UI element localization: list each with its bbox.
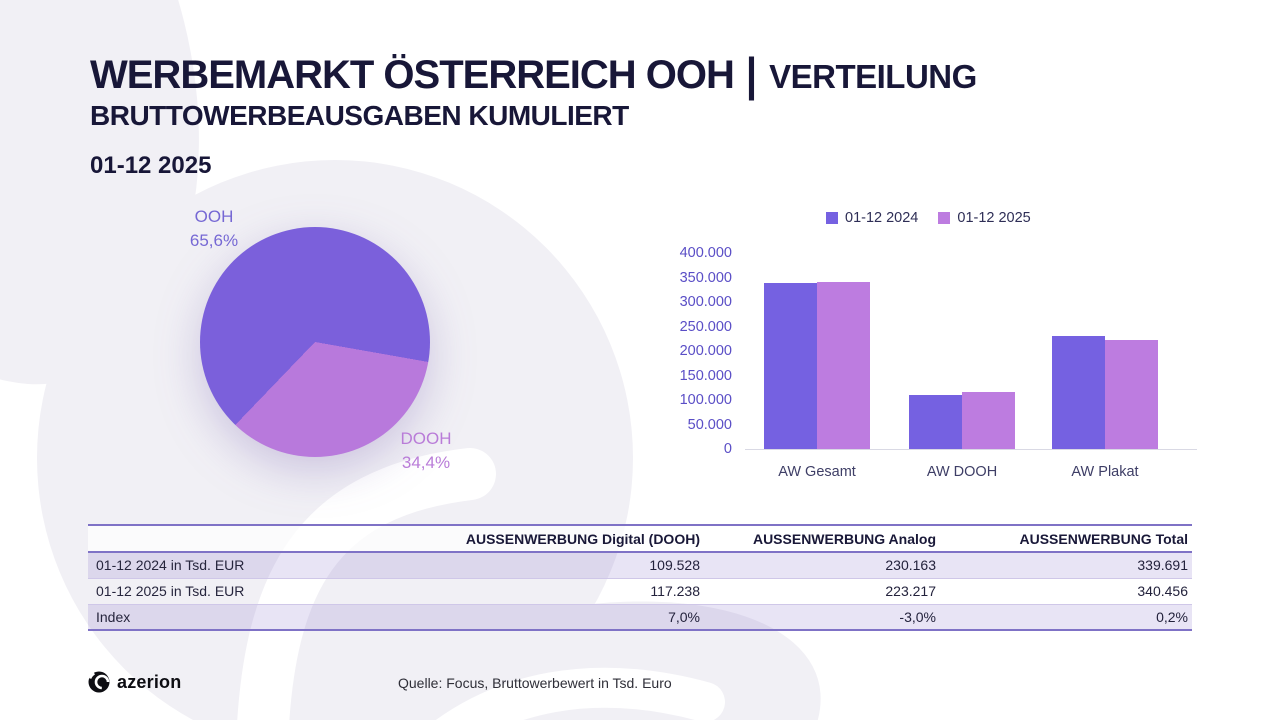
bar-01-122025-aw-gesamt [817,282,870,449]
y-axis-tick-label: 400.000 [679,245,732,261]
table-header-cell: AUSSENWERBUNG Analog [704,525,940,553]
legend-label-2025: 01-12 2025 [957,210,1031,226]
y-axis-tick-label: 350.000 [679,269,732,286]
pie-label-dooh-name: DOOH [400,429,452,448]
table-cell: 340.456 [940,577,1192,604]
table-cell: 109.528 [360,551,704,578]
bar-01-122024-aw-gesamt [764,283,817,449]
table-row-label: 01-12 2025 in Tsd. EUR [88,577,360,604]
y-axis-tick-label: 250.000 [679,318,732,335]
table-row: 01-12 2024 in Tsd. EUR 109.528 230.163 339.… [88,551,1192,578]
y-axis-tick-label: 300.000 [679,294,732,310]
table-row-label: Index [88,603,360,630]
legend-item-2025: 01-12 2025 [938,210,1031,226]
table-header-row: AUSSENWERBUNG Digital (DOOH) AUSSENWERBUN… [88,525,1192,553]
table-row-label: 01-12 2024 in Tsd. EUR [88,551,360,578]
y-axis-tick-label: 150.000 [679,367,732,384]
data-table: AUSSENWERBUNG Digital (DOOH) AUSSENWERBUN… [88,524,1192,631]
y-axis-tick-label: 100.000 [679,392,732,408]
legend-swatch-2025 [938,212,951,224]
table-cell: 230.163 [704,551,940,578]
pie-label-ooh: OOH 65,6% [166,205,262,253]
table-header-cell: AUSSENWERBUNG Digital (DOOH) [360,525,704,553]
pie-chart [200,227,430,457]
bar-01-122024-aw-dooh [909,395,962,449]
table-cell: 0,2% [940,603,1192,630]
bar-01-122025-aw-plakat [1105,340,1158,449]
pie-label-dooh: DOOH 34,4% [378,427,474,475]
x-axis-category-label: AW DOOH [926,464,998,480]
bar-chart-plot: AW Gesamt AW DOOH AW Plakat [745,254,1197,480]
legend-swatch-2024 [826,212,838,224]
title-separator: | [745,49,758,101]
table-row: Index 7,0% -3,0% 0,2% [88,603,1192,630]
pie-label-ooh-name: OOH [194,207,234,226]
page-title: WERBEMARKT ÖSTERREICH OOH | VERTEILUNG [90,50,977,101]
bar-chart-legend: 01-12 2024 01-12 2025 [826,210,1031,226]
bar-01-122025-aw-dooh [962,392,1015,449]
legend-item-2024: 01-12 2024 [826,210,918,226]
brand-name: azerion [117,671,182,692]
subtitle: BRUTTOWERBEAUSGABEN KUMULIERT [90,100,629,131]
source-note: Quelle: Focus, Bruttowerbewert in Tsd. E… [398,675,672,691]
pie-label-ooh-value: 65,6% [189,231,239,250]
y-axis-tick-label: 50.000 [687,416,732,433]
bar-01-122024-aw-plakat [1052,336,1105,449]
x-axis-category-label: AW Gesamt [778,464,856,480]
table-cell: 339.691 [940,551,1192,578]
table-cell: 7,0% [360,603,704,630]
title-main: WERBEMARKT ÖSTERREICH OOH [90,53,735,97]
brand-logo: azerion [88,671,181,693]
title-accent: VERTEILUNG [769,58,977,95]
table-cell: -3,0% [704,603,940,630]
bar-chart-y-axis: 400.000 350.000 300.000 250.000 200.000 150.0… [656,245,732,457]
table-cell: 117.238 [360,577,704,604]
table-header-cell: AUSSENWERBUNG Total [940,525,1192,553]
period-label: 01-12 2025 [90,152,212,179]
table-body: 01-12 2024 in Tsd. EUR 109.528 230.163 339.… [88,551,1192,630]
azerion-logo-icon [88,671,110,693]
table-row: 01-12 2025 in Tsd. EUR 117.238 223.217 340.… [88,577,1192,604]
pie-label-dooh-value: 34,4% [401,453,451,472]
x-axis-category-label: AW Plakat [1071,464,1139,480]
table-header-cell [88,525,360,553]
legend-label-2024: 01-12 2024 [845,210,919,226]
y-axis-tick-label: 0 [723,441,732,457]
table-cell: 223.217 [704,577,940,604]
y-axis-tick-label: 200.000 [679,343,732,359]
